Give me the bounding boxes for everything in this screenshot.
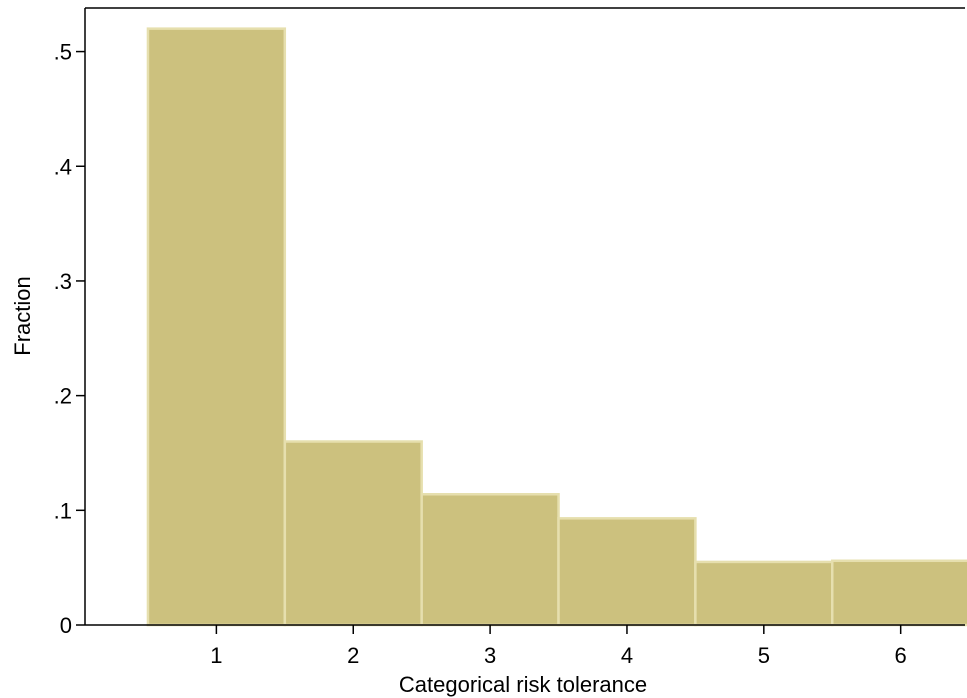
bar-1	[146, 27, 287, 627]
x-tick-label: 4	[621, 643, 633, 668]
bar-3	[420, 493, 560, 627]
x-axis-title: Categorical risk tolerance	[399, 672, 647, 697]
y-ticks-group: 0 .1 .2 .3 .4 .5	[54, 40, 85, 638]
x-tick-label: 2	[347, 643, 359, 668]
x-tick-label: 6	[895, 643, 907, 668]
axes-group	[84, 7, 965, 626]
y-tick-label: .2	[54, 384, 72, 409]
y-tick-label: .4	[54, 154, 72, 179]
bars-group	[146, 27, 967, 627]
y-tick-label: .1	[54, 498, 72, 523]
x-tick-label: 3	[484, 643, 496, 668]
bar-4	[557, 517, 697, 627]
bar-5	[694, 560, 834, 627]
y-tick-label: .5	[54, 40, 72, 65]
y-axis-title: Fraction	[10, 276, 35, 355]
bar-2	[283, 440, 423, 627]
y-tick-label: 0	[60, 613, 72, 638]
x-ticks-group: 1 2 3 4 5 6	[210, 625, 907, 668]
x-tick-label: 1	[210, 643, 222, 668]
bar-6	[831, 559, 967, 627]
x-tick-label: 5	[758, 643, 770, 668]
y-tick-label: .3	[54, 269, 72, 294]
